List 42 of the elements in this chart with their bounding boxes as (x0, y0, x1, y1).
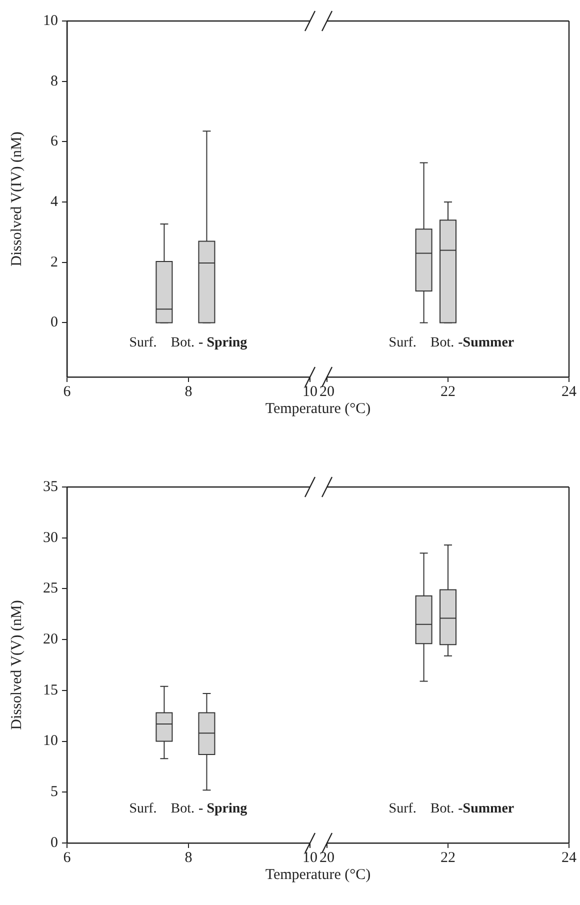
x-axis-title: Temperature (°C) (264, 866, 372, 884)
x-tick-label: 20 (320, 384, 334, 400)
x-tick-label: 24 (562, 850, 577, 866)
annotation: Surf. (388, 336, 416, 351)
x-tick-label: 22 (440, 384, 456, 400)
x-tick-label: 6 (63, 384, 72, 400)
y-tick-label: 35 (43, 478, 58, 495)
y-tick-label: 0 (50, 314, 58, 331)
y-tick-label: 10 (43, 733, 58, 750)
y-axis-title: Dissolved V(V) (nM) (8, 600, 25, 730)
y-tick-label: 5 (50, 784, 58, 800)
annotation: Bot. (170, 336, 195, 351)
annotation: Surf. (129, 336, 157, 351)
y-tick-label: 10 (43, 12, 58, 29)
annotation: -Summer (458, 336, 514, 351)
x-axis-title: Temperature (°C) (264, 400, 372, 418)
x-tick-label: 24 (562, 384, 577, 400)
y-tick-label: 2 (50, 254, 58, 270)
annotation: - Spring (198, 802, 248, 817)
x-tick-label: 22 (440, 850, 456, 866)
y-axis-title: Dissolved V(IV) (nM) (8, 132, 25, 266)
y-tick-label: 4 (50, 194, 58, 210)
y-tick-label: 30 (43, 530, 58, 546)
x-tick-label: 20 (320, 850, 334, 866)
annotation: Bot. (430, 802, 454, 817)
x-tick-label: 10 (302, 384, 318, 400)
annotation: - Spring (198, 336, 248, 351)
annotation: Surf. (388, 802, 416, 817)
x-tick-label: 8 (184, 384, 192, 400)
x-tick-label: 8 (184, 850, 192, 866)
y-tick-label: 15 (43, 682, 58, 698)
annotation: -Summer (458, 802, 514, 817)
y-tick-label: 8 (50, 73, 58, 90)
y-tick-label: 6 (50, 134, 58, 150)
y-tick-label: 20 (43, 632, 58, 648)
y-tick-label: 0 (50, 834, 58, 851)
y-tick-label: 25 (43, 580, 58, 597)
x-tick-label: 6 (63, 850, 72, 866)
annotation: Bot. (170, 802, 195, 817)
annotation: Bot. (430, 336, 454, 351)
annotation: Surf. (129, 802, 157, 817)
x-tick-label: 10 (302, 850, 318, 866)
